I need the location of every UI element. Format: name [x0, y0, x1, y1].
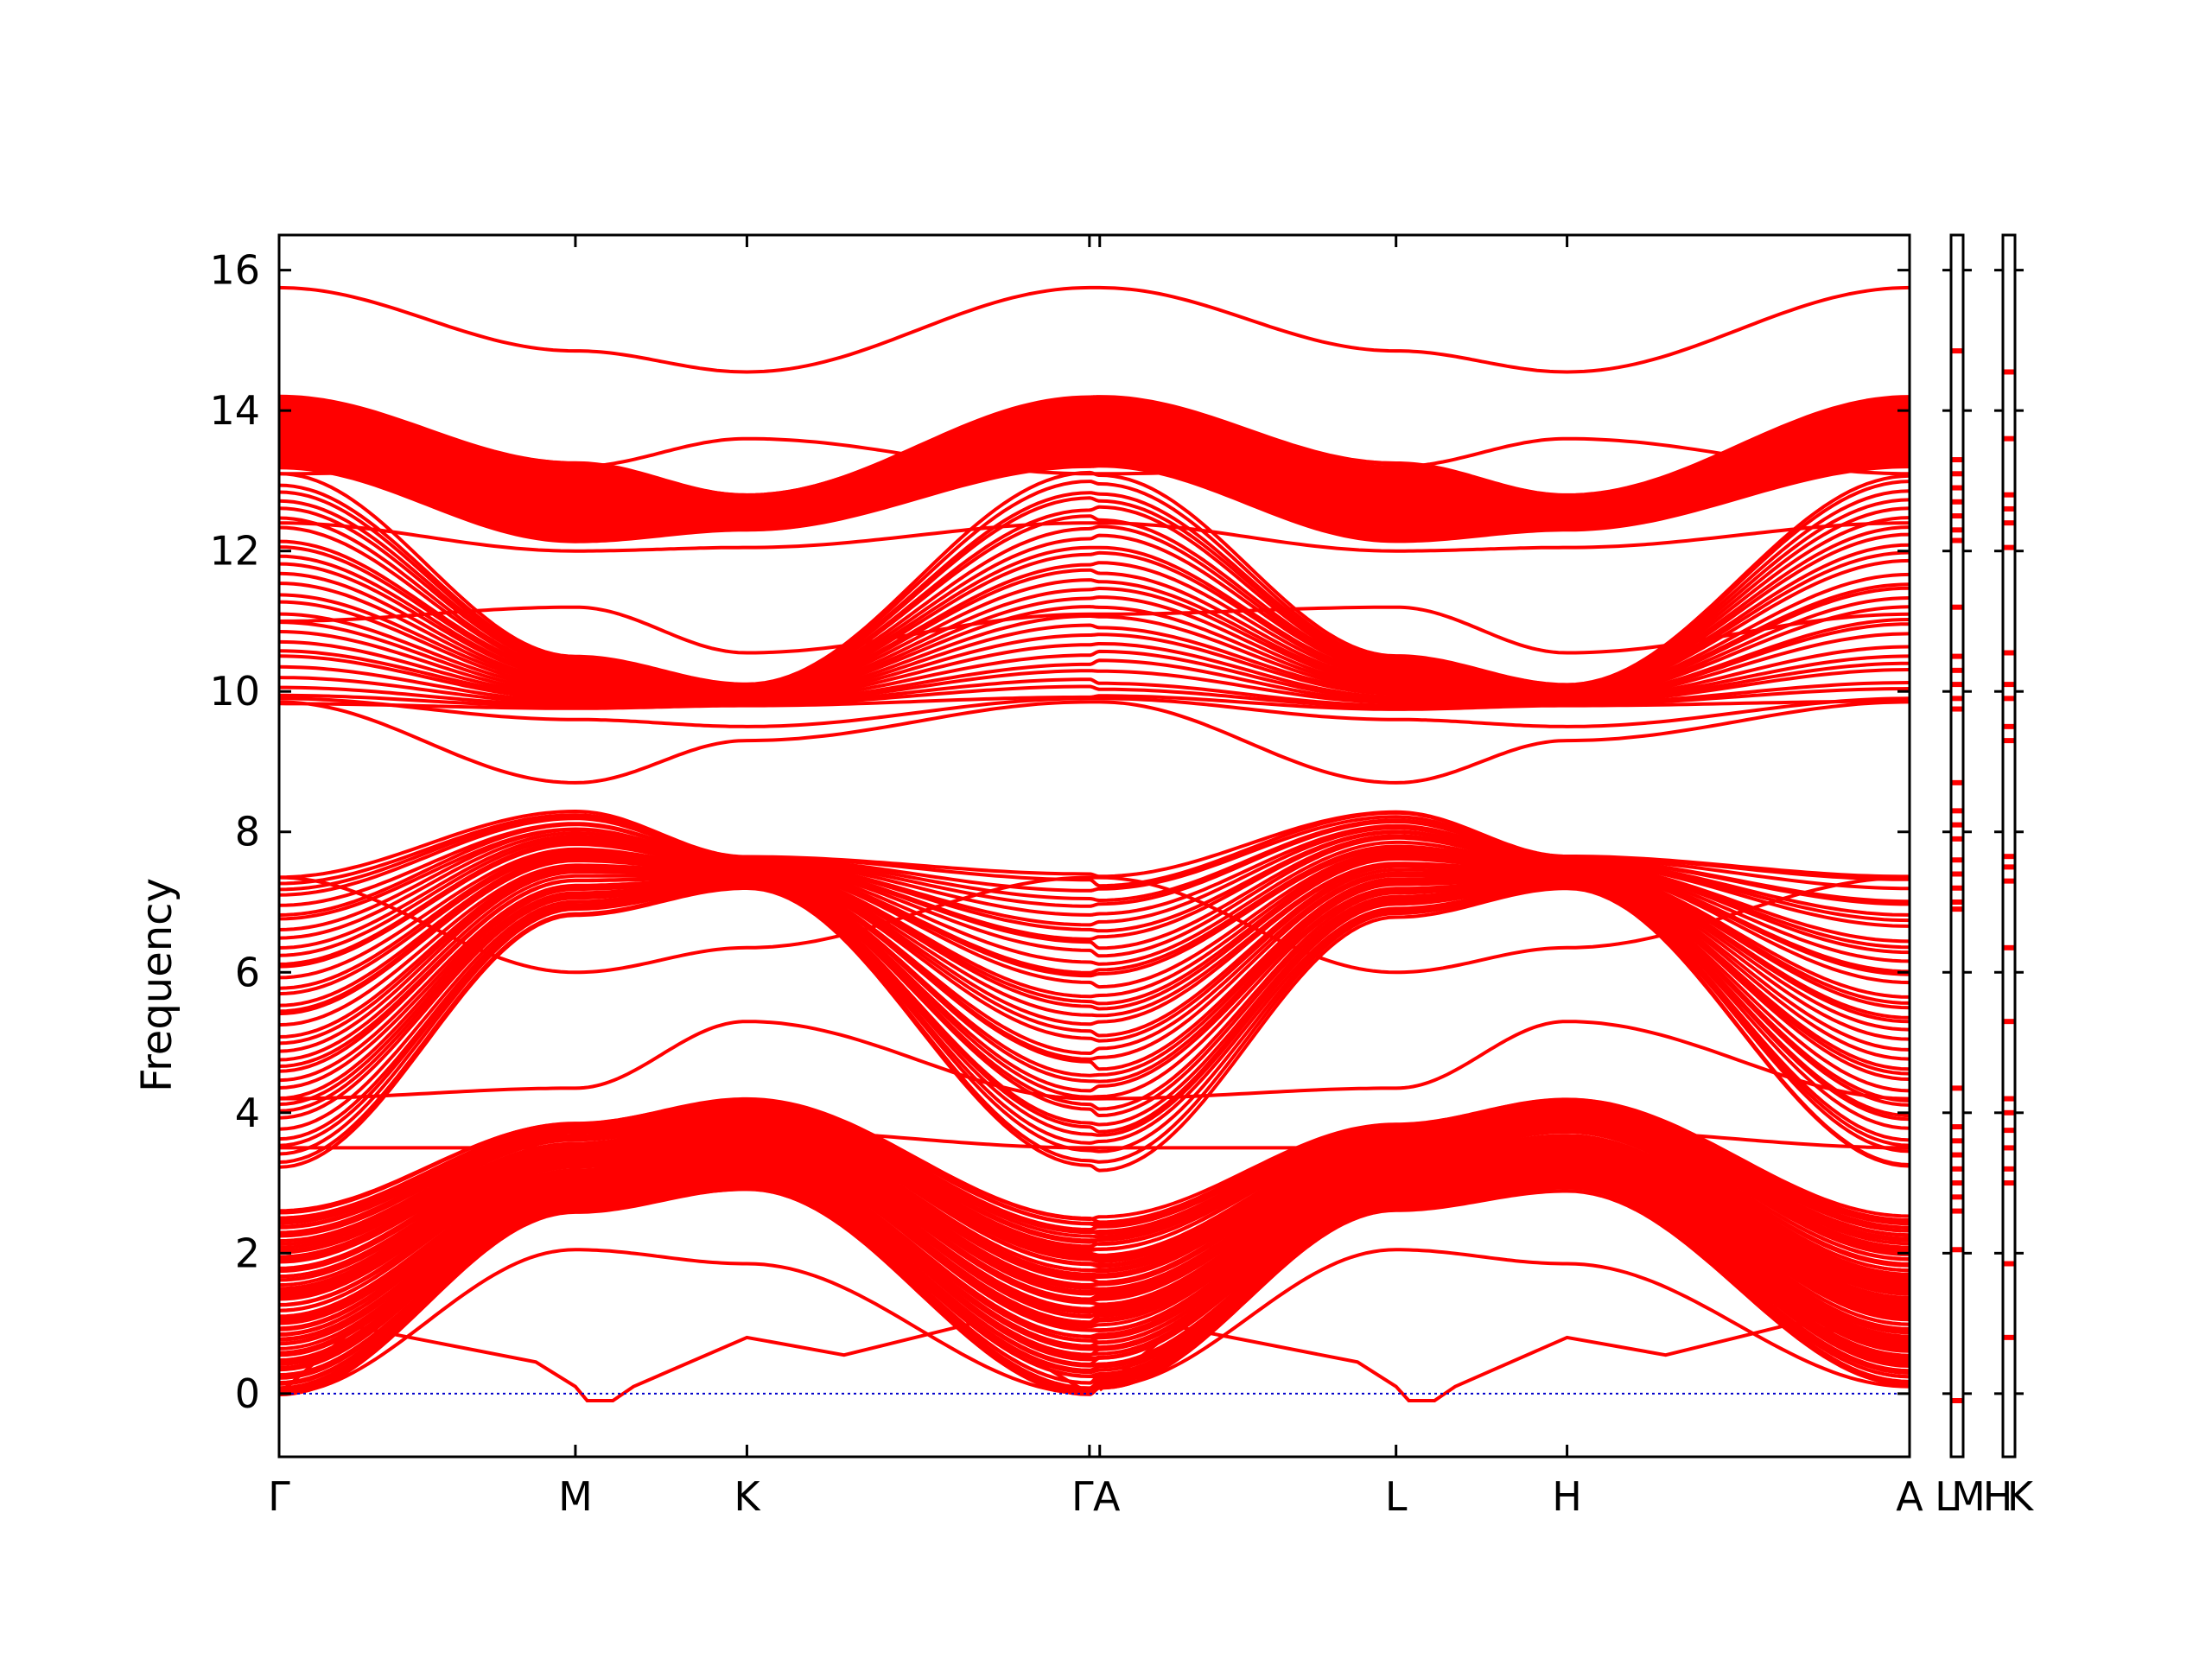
- x-tick-label: Γ: [1071, 1473, 1094, 1520]
- x-tick-label: H: [1552, 1473, 1582, 1520]
- band-line: [278, 696, 1910, 728]
- y-tick-label: 14: [209, 387, 260, 434]
- x-tick-label: A: [1093, 1473, 1121, 1520]
- band-line: [278, 285, 1910, 374]
- side-panel-label: K: [2007, 1473, 2035, 1520]
- x-tick-label: Γ: [268, 1473, 290, 1520]
- y-tick-label: 4: [235, 1090, 260, 1136]
- y-tick-label: 10: [209, 668, 260, 715]
- y-tick-label: 6: [235, 949, 260, 995]
- band-line: [278, 1099, 1910, 1225]
- y-axis-label: Frequency: [133, 878, 181, 1092]
- band-line: [278, 1248, 1910, 1395]
- acoustic-band-line: [1098, 1321, 1910, 1402]
- band-line: [279, 521, 1910, 553]
- y-tick-label: 12: [209, 528, 260, 575]
- band-line: [278, 1020, 1910, 1101]
- main-plot-frame: [277, 233, 1911, 1459]
- band-line: [278, 700, 1910, 785]
- y-tick-label: 16: [209, 247, 260, 294]
- band-line: [279, 436, 1910, 476]
- y-tick-label: 0: [235, 1370, 260, 1417]
- acoustic-band-line: [277, 1321, 1090, 1402]
- x-tick-label: L: [1385, 1473, 1408, 1520]
- band-line: [278, 875, 1910, 975]
- phonon-bands: [277, 285, 1910, 1402]
- band-line: [279, 1128, 1910, 1150]
- plot-border: [277, 233, 1911, 1459]
- band-line: [278, 809, 1910, 880]
- side-panel-label: H: [1983, 1473, 2013, 1520]
- side-panel-border: [2001, 233, 2017, 1459]
- side-panel-label: M: [1951, 1473, 1986, 1520]
- side-panel-border: [1949, 233, 1965, 1459]
- side-panel-label: L: [1935, 1473, 1957, 1520]
- x-tick-label: K: [734, 1473, 761, 1520]
- y-tick-label: 8: [235, 809, 260, 855]
- x-tick-label: A: [1896, 1473, 1923, 1520]
- band-line: [278, 605, 1910, 655]
- y-tick-labels: 0 2 4 6 8 10 12 14 16: [209, 247, 260, 1417]
- y-tick-label: 2: [235, 1230, 260, 1276]
- x-tick-label: M: [558, 1473, 593, 1520]
- band-line: [278, 1096, 1910, 1221]
- axis-ticks: [277, 235, 1911, 1457]
- band-line: [278, 1116, 1910, 1260]
